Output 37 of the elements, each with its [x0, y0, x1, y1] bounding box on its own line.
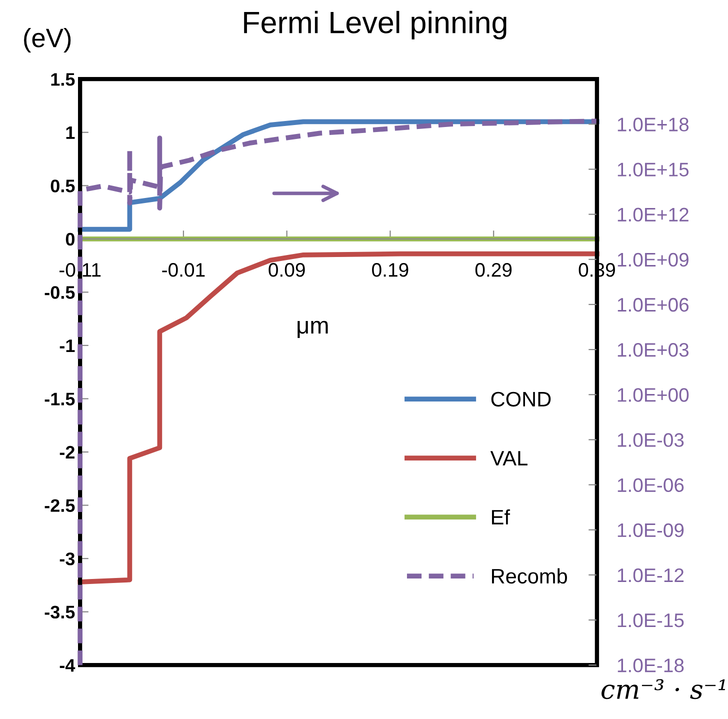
- y-tick-label: 1: [66, 126, 75, 139]
- y2-tick-label: 1.0E-15: [618, 613, 684, 628]
- y2-tick-label: 1.0E+12: [618, 208, 688, 222]
- x-tick-label: 0.19: [372, 263, 408, 277]
- y2-tick-label: 1.0E-18: [618, 658, 684, 672]
- legend-label: VAL: [490, 451, 528, 466]
- y2-tick-label: 1.0E+03: [618, 343, 689, 357]
- chart-title: Fermi Level pinning: [244, 10, 506, 40]
- y2-tick-label: 1.0E+15: [618, 162, 689, 176]
- y2-axis-title: cm⁻³ · s⁻¹: [602, 679, 726, 700]
- y2-tick-label: 1.0E-12: [618, 568, 684, 582]
- y-tick-label: -1: [60, 340, 75, 352]
- y2-tick-label: 1.0E+09: [618, 252, 688, 267]
- y-tick-label: 0.5: [50, 180, 75, 192]
- y-axis-title: (eV): [24, 28, 71, 53]
- y2-tick-label: 1.0E+00: [618, 388, 689, 402]
- y-tick-label: -1.5: [44, 392, 75, 406]
- x-tick-label: -0.01: [162, 263, 205, 277]
- y-tick-label: -3: [60, 552, 75, 566]
- x-tick-label: 0.29: [475, 263, 512, 277]
- legend-label: Ef: [492, 509, 510, 524]
- y-tick-label: -0.5: [44, 286, 75, 299]
- y2-tick-label: 1.0E+06: [618, 298, 689, 312]
- x-tick-label: 0.09: [268, 263, 305, 277]
- legend-label: Recomb: [492, 568, 568, 584]
- y2-tick-label: 1.0E-03: [618, 433, 684, 447]
- y-tick-label: 1.5: [51, 73, 75, 86]
- y-tick-label: -2: [60, 446, 74, 459]
- y-tick-label: 0: [66, 232, 74, 246]
- legend-label: COND: [491, 392, 551, 407]
- y2-tick-label: 1.0E+18: [618, 118, 689, 132]
- x-axis-title: μm: [298, 320, 328, 338]
- y-tick-label: -3.5: [44, 606, 75, 619]
- y-tick-label: -2.5: [44, 499, 75, 512]
- y2-tick-label: 1.0E-06: [618, 478, 684, 492]
- y2-tick-label: 1.0E-09: [618, 523, 684, 538]
- y-tick-label: -4: [60, 659, 76, 672]
